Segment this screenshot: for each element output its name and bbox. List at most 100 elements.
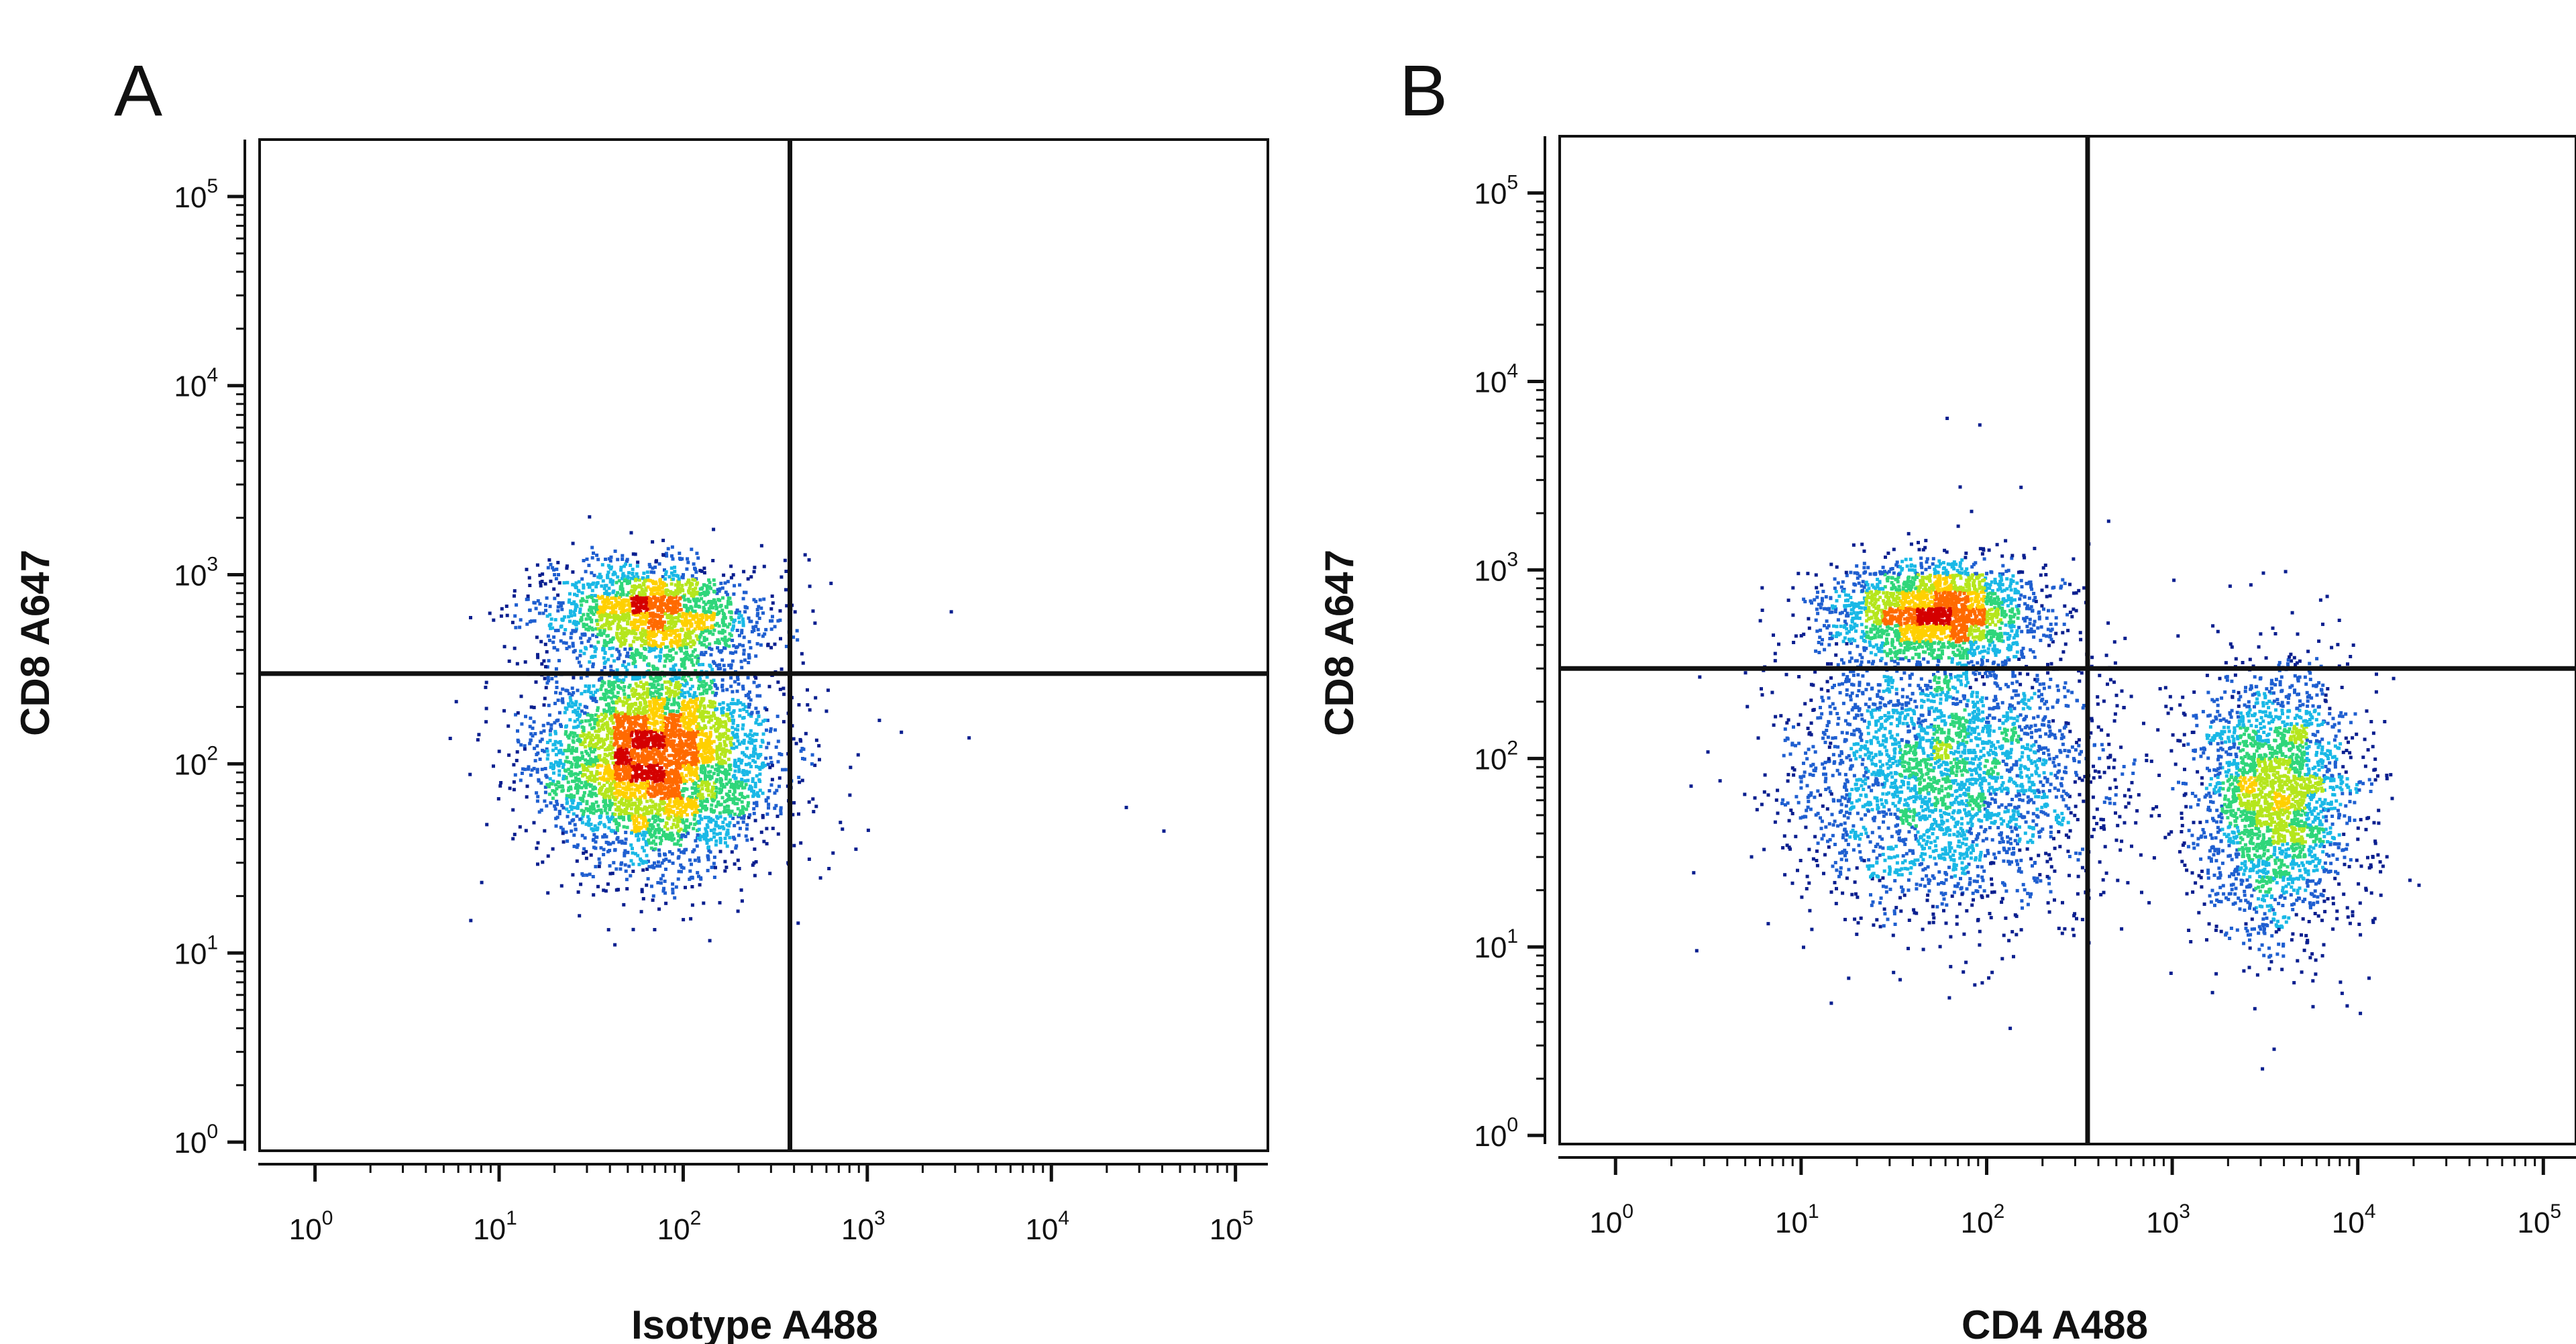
event-dot xyxy=(621,721,625,725)
event-dot xyxy=(723,754,727,758)
event-dot xyxy=(733,735,737,739)
event-dot xyxy=(645,733,649,737)
event-dot xyxy=(664,686,668,690)
event-dot xyxy=(629,791,633,795)
event-dot xyxy=(623,716,627,720)
event-dot xyxy=(721,732,725,736)
event-dot xyxy=(512,788,516,792)
event-dot xyxy=(629,779,633,783)
event-dot xyxy=(561,687,565,691)
event-dot xyxy=(559,884,564,888)
event-dot xyxy=(643,786,647,790)
event-dot xyxy=(611,770,615,774)
event-dot xyxy=(627,741,631,745)
event-dot xyxy=(799,749,803,753)
event-dot xyxy=(755,641,759,645)
event-dot xyxy=(518,625,522,629)
event-dot xyxy=(708,699,712,703)
event-dot xyxy=(703,752,707,756)
event-dot xyxy=(633,653,637,657)
event-dot xyxy=(768,872,772,876)
event-dot xyxy=(744,782,748,786)
event-dot xyxy=(613,943,617,947)
event-dot xyxy=(605,725,609,729)
event-dot xyxy=(727,717,731,721)
event-dot xyxy=(658,738,662,742)
event-dot xyxy=(687,742,690,746)
event-dot xyxy=(744,694,748,698)
event-dot xyxy=(662,776,665,780)
event-dot xyxy=(744,590,748,595)
event-dot xyxy=(706,770,710,774)
event-dot xyxy=(676,770,680,774)
event-dot xyxy=(731,731,735,735)
event-dot xyxy=(797,703,801,707)
event-dot xyxy=(598,771,602,775)
event-dot xyxy=(615,710,619,714)
event-dot xyxy=(732,733,736,737)
event-dot xyxy=(656,823,660,827)
event-dot xyxy=(748,690,751,694)
event-dot xyxy=(621,703,625,707)
event-dot xyxy=(729,666,733,670)
event-dot xyxy=(535,635,539,639)
event-dot xyxy=(659,796,663,800)
event-dot xyxy=(687,802,691,806)
event-dot xyxy=(683,703,687,707)
event-dot xyxy=(606,598,610,602)
event-dot xyxy=(682,849,686,854)
event-dot xyxy=(661,874,665,878)
event-dot xyxy=(721,713,724,717)
event-dot xyxy=(695,757,699,761)
event-dot xyxy=(594,756,598,760)
event-dot xyxy=(679,796,683,800)
event-dot xyxy=(675,797,679,801)
event-dot xyxy=(616,684,620,688)
event-dot xyxy=(781,768,784,772)
event-dot xyxy=(484,685,488,689)
event-dot xyxy=(612,659,616,663)
event-dot xyxy=(627,796,631,800)
event-dot xyxy=(651,800,655,804)
event-dot xyxy=(537,810,541,814)
event-dot xyxy=(638,737,642,741)
event-dot xyxy=(737,758,741,762)
event-dot xyxy=(712,527,716,531)
event-dot xyxy=(660,726,664,730)
event-dot xyxy=(574,711,578,715)
event-dot xyxy=(647,625,651,629)
event-dot xyxy=(521,767,525,771)
event-dot xyxy=(570,686,574,690)
event-dot xyxy=(683,778,687,782)
event-dot xyxy=(672,697,676,701)
event-dot xyxy=(641,868,645,872)
event-dot xyxy=(604,789,608,793)
event-dot xyxy=(625,760,629,764)
event-dot xyxy=(659,881,663,885)
event-dot xyxy=(692,711,696,715)
event-dot xyxy=(525,795,529,799)
event-dot xyxy=(635,777,639,780)
event-dot xyxy=(637,837,641,841)
event-dot xyxy=(641,808,645,812)
event-dot xyxy=(710,765,714,769)
event-dot xyxy=(672,709,675,713)
event-dot xyxy=(552,763,556,767)
event-dot xyxy=(602,756,606,760)
event-dot xyxy=(708,752,712,756)
event-dot xyxy=(775,788,779,792)
event-dot xyxy=(560,789,564,793)
event-dot xyxy=(586,733,590,737)
event-dot xyxy=(679,739,682,742)
event-dot xyxy=(665,691,669,695)
event-dot xyxy=(754,739,758,742)
event-dot xyxy=(745,754,749,758)
event-dot xyxy=(514,625,518,629)
event-dot xyxy=(735,702,739,706)
event-dot xyxy=(696,708,700,712)
event-dot xyxy=(723,837,727,840)
event-dot xyxy=(578,817,582,821)
event-dot xyxy=(670,721,674,725)
event-dot xyxy=(716,598,720,602)
event-dot xyxy=(747,713,751,717)
